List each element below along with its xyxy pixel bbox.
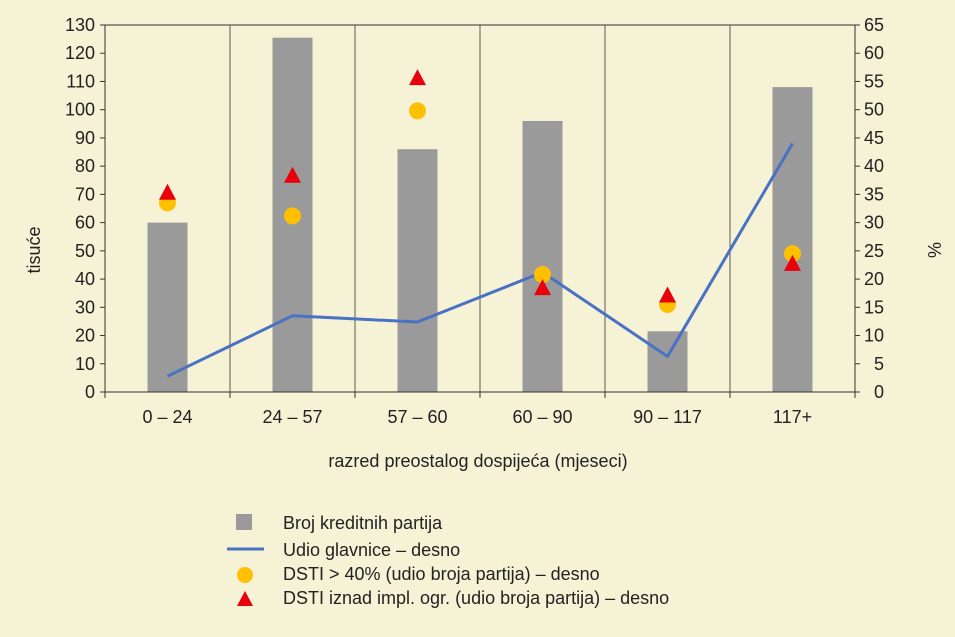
x-tick-label: 57 – 60 — [387, 407, 447, 427]
axes: 0 10 20 30 40 50 60 70 80 90 100 110 120 130 0 5 10 15 20 2… — [65, 15, 884, 427]
y-tick-label: 0 — [85, 382, 95, 402]
y-tick-label: 20 — [75, 326, 95, 346]
y-tick-label: 40 — [75, 269, 95, 289]
legend-swatch-circle — [237, 567, 253, 583]
y2-tick-label: 25 — [864, 241, 884, 261]
triangle-point — [534, 279, 551, 296]
circle-point — [784, 245, 801, 263]
y2-tick-label: 35 — [864, 184, 884, 204]
y2-tick-label: 20 — [864, 269, 884, 289]
legend-label-bar: Broj kreditnih partija — [283, 513, 443, 533]
bar — [772, 87, 813, 392]
triangle-point — [784, 254, 801, 271]
x-axis-title: razred preostalog dospijeća (mjeseci) — [328, 451, 627, 471]
y2-tick-label: 45 — [864, 128, 884, 148]
legend-label-circle: DSTI > 40% (udio broja partija) – desno — [283, 564, 600, 584]
circle-point — [284, 207, 301, 225]
y2-tick-label: 40 — [864, 156, 884, 176]
x-tick-label: 60 – 90 — [512, 407, 572, 427]
marker-series — [159, 69, 801, 313]
y2-tick-label: 30 — [864, 213, 884, 233]
series-line — [166, 142, 794, 378]
y2-tick-label: 65 — [864, 15, 884, 35]
legend-label-line: Udio glavnice – desno — [283, 540, 460, 560]
grid-lines — [229, 25, 731, 392]
bar — [522, 120, 563, 392]
bar — [647, 331, 688, 392]
y2-tick-label: 10 — [864, 326, 884, 346]
triangle-point — [284, 166, 301, 183]
y-tick-label: 80 — [75, 156, 95, 176]
y2-tick-label: 55 — [864, 71, 884, 91]
bar-series — [147, 37, 813, 392]
x-tick-label: 0 – 24 — [142, 407, 192, 427]
y2-tick-label: 60 — [864, 43, 884, 63]
x-tick-label: 90 – 117 — [633, 407, 702, 427]
y-tick-label: 70 — [75, 184, 95, 204]
legend-label-triangle: DSTI iznad impl. ogr. (udio broja partij… — [283, 588, 669, 608]
line-series — [166, 142, 794, 378]
x-tick-label: 117+ — [773, 407, 812, 427]
triangle-point — [409, 69, 426, 86]
legend-swatch-bar — [236, 514, 252, 530]
y2-tick-label: 0 — [874, 382, 884, 402]
bar — [147, 222, 188, 392]
legend: Broj kreditnih partija Udio glavnice – d… — [227, 513, 669, 608]
y-tick-label: 90 — [75, 128, 95, 148]
y-tick-label: 110 — [66, 71, 95, 91]
y-tick-label: 50 — [75, 241, 95, 261]
y2-axis-title: % — [925, 242, 945, 258]
y-tick-label: 30 — [75, 297, 95, 317]
y-tick-label: 60 — [75, 213, 95, 233]
y-tick-label: 130 — [65, 15, 95, 35]
bar — [397, 149, 438, 392]
y2-tick-label: 5 — [874, 354, 884, 374]
triangle-point — [659, 286, 676, 303]
y-tick-label: 100 — [65, 100, 95, 120]
legend-swatch-triangle — [237, 591, 253, 606]
y-tick-label: 10 — [75, 354, 95, 374]
circle-point — [534, 266, 551, 284]
circle-point — [409, 102, 426, 120]
y2-tick-label: 15 — [864, 297, 884, 317]
x-tick-label: 24 – 57 — [262, 407, 322, 427]
y-tick-label: 120 — [65, 43, 95, 63]
triangle-point — [159, 183, 176, 200]
y-axis-title: tisuće — [24, 226, 44, 273]
y2-tick-label: 50 — [864, 100, 884, 120]
